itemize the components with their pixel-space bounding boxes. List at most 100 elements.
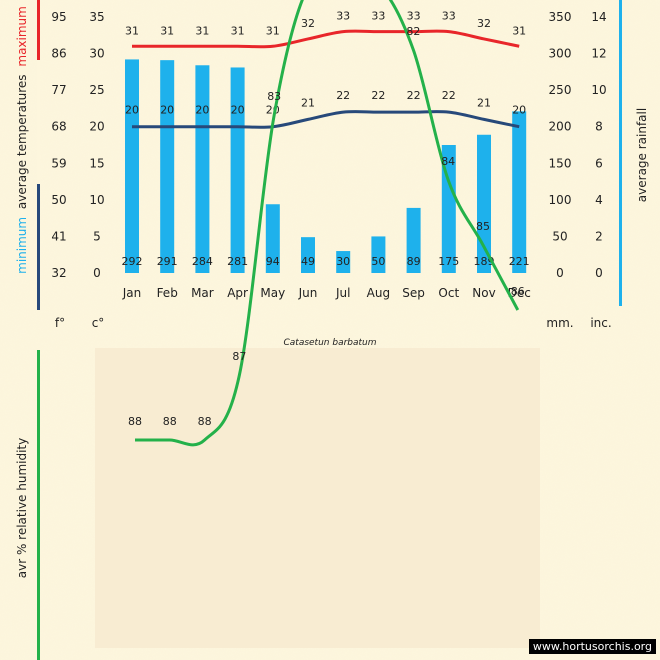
min-temp-value-label: 22 — [336, 89, 350, 102]
rainfall-value-label: 50 — [371, 255, 385, 268]
tick-label-inch: 6 — [595, 156, 603, 170]
right-axis-group: 0 0 50 2 100 4 150 6 200 8 250 10 300 12 350 14 — [549, 10, 607, 280]
max-temp-value-label: 33 — [371, 10, 385, 23]
max-temp-value-label: 33 — [442, 10, 456, 23]
rainfall-bar — [265, 204, 280, 273]
min-temp-value-label: 21 — [301, 96, 315, 109]
max-temp-value-label: 31 — [266, 24, 280, 37]
tick-label-mm: 0 — [556, 266, 564, 280]
humidity-axis-bar — [37, 350, 40, 660]
tick-label-mm: 200 — [549, 120, 572, 134]
tick-label-c: 25 — [89, 83, 104, 97]
humidity-chart: 888888878381818182848586 — [128, 0, 525, 447]
right-rain-bar — [619, 0, 622, 306]
min-temp-value-label: 22 — [442, 89, 456, 102]
humidity-value-label: 87 — [232, 350, 246, 363]
tick-label-inch: 12 — [591, 47, 606, 61]
tick-label-f: 50 — [51, 193, 66, 207]
rainfall-bar — [477, 134, 491, 273]
month-label: Feb — [157, 286, 178, 300]
unit-inch-label: inc. — [590, 316, 611, 330]
min-temp-value-label: 20 — [195, 104, 209, 117]
min-temp-value-label: 20 — [512, 104, 526, 117]
tick-label-c: 15 — [89, 156, 104, 170]
tick-label-c: 30 — [89, 47, 104, 61]
tick-label-mm: 250 — [549, 83, 572, 97]
max-temp-value-label: 31 — [512, 24, 526, 37]
min-temp-value-label: 22 — [407, 89, 421, 102]
max-temp-value-label: 32 — [301, 17, 315, 30]
max-temperature-line — [132, 29, 520, 49]
rainfall-bar — [371, 236, 386, 273]
right-axis-title: average rainfall — [635, 108, 649, 202]
rainfall-bar — [512, 111, 527, 274]
month-label: Apr — [227, 286, 248, 300]
month-label: May — [260, 286, 285, 300]
tick-label-inch: 2 — [595, 229, 603, 243]
max-temp-value-label: 31 — [125, 24, 139, 37]
left-axis-title: minimum average temperatures maximum — [15, 6, 29, 274]
tick-label-mm: 350 — [549, 10, 572, 24]
tick-label-f: 68 — [51, 120, 66, 134]
month-label: Sep — [402, 286, 425, 300]
temperature-lines: 31 31 31 31 31 32 33 33 33 33 32 31 20 20 20 20 20 21 22 22… — [125, 10, 526, 129]
tick-label-f: 32 — [51, 266, 66, 280]
humidity-value-label: 88 — [198, 415, 212, 428]
left-title-average: average temperatures — [15, 74, 29, 209]
humidity-value-label: 86 — [511, 285, 525, 298]
rainfall-value-label: 292 — [122, 255, 143, 268]
tick-label-inch: 4 — [595, 193, 603, 207]
min-temp-value-label: 20 — [160, 104, 174, 117]
rainfall-value-label: 30 — [336, 255, 350, 268]
humidity-plot-area — [95, 348, 540, 648]
humidity-value-label: 83 — [267, 90, 281, 103]
tick-label-c: 20 — [89, 120, 104, 134]
left-min-bar — [37, 184, 40, 310]
min-temp-value-label: 20 — [125, 104, 139, 117]
rainfall-value-label: 281 — [227, 255, 248, 268]
left-title-maximum: maximum — [15, 6, 29, 66]
unit-mm-label: mm. — [546, 316, 573, 330]
max-temp-value-label: 31 — [195, 24, 209, 37]
rainfall-bars: 292 291 284 281 94 49 30 50 89 175 189 221 — [122, 59, 530, 274]
month-label: Mar — [191, 286, 214, 300]
humidity-value-label: 85 — [476, 220, 490, 233]
left-title-minimum: minimum — [15, 217, 29, 274]
rainfall-value-label: 49 — [301, 255, 315, 268]
rainfall-value-label: 175 — [438, 255, 459, 268]
tick-label-f: 95 — [51, 10, 66, 24]
max-temp-value-label: 33 — [407, 10, 421, 23]
rainfall-bar — [406, 207, 421, 273]
max-temp-value-label: 31 — [231, 24, 245, 37]
month-label: Nov — [472, 286, 495, 300]
tick-label-f: 86 — [51, 47, 66, 61]
tick-label-inch: 8 — [595, 120, 603, 134]
month-label: Oct — [438, 286, 459, 300]
month-label: Jun — [298, 286, 318, 300]
month-label: Jul — [335, 286, 350, 300]
species-title: Catasetun barbatum — [283, 338, 376, 348]
tick-label-c: 10 — [89, 193, 104, 207]
rainfall-bar — [336, 251, 351, 273]
tick-label-f: 77 — [51, 83, 66, 97]
humidity-line — [135, 0, 520, 447]
rainfall-value-label: 89 — [407, 255, 421, 268]
tick-label-f: 59 — [51, 156, 66, 170]
min-temperature-line — [132, 110, 520, 129]
month-labels: Jan Feb Mar Apr May Jun Jul Aug Sep Oct Nov Dec — [122, 286, 531, 300]
rainfall-value-label: 284 — [192, 255, 213, 268]
tick-label-c: 5 — [93, 229, 101, 243]
rainfall-bar — [441, 145, 456, 273]
tick-label-f: 41 — [51, 229, 66, 243]
tick-label-c: 0 — [93, 266, 101, 280]
max-temp-value-label: 32 — [477, 17, 491, 30]
tick-label-mm: 150 — [549, 156, 572, 170]
max-temp-value-label: 33 — [336, 10, 350, 23]
tick-label-mm: 50 — [552, 229, 567, 243]
min-temp-value-label: 21 — [477, 96, 491, 109]
min-temp-value-label: 20 — [231, 104, 245, 117]
left-axis-group: 32 0 41 5 50 10 59 15 68 20 77 25 86 30 95 35 — [51, 10, 104, 280]
unit-c-label: c° — [92, 316, 105, 330]
humidity-value-label: 84 — [441, 155, 455, 168]
